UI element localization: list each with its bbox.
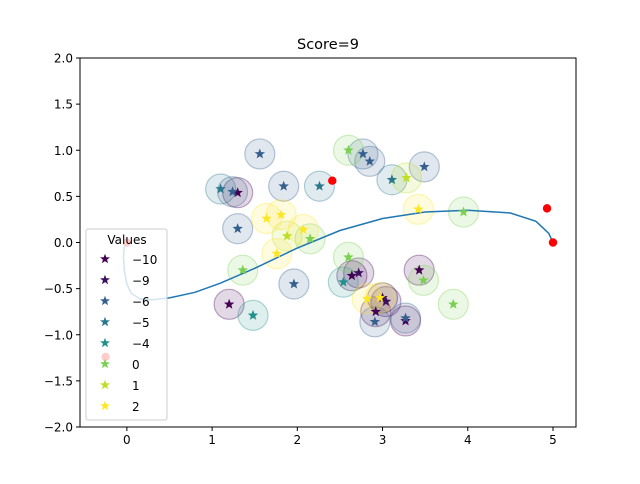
red-marker-point [548,238,558,247]
legend: Values −10 −9 −6 −5 −4 0 1 2 [85,228,168,421]
legend-marker [100,295,110,306]
data-point-star [357,148,369,159]
data-point-star [281,230,293,241]
red-marker-point [328,176,337,185]
data-point-star [237,264,249,275]
data-point-star [370,306,381,317]
data-point-star [386,174,398,185]
y-tick-label: 0.5 [54,190,73,204]
legend-marker [100,337,110,348]
data-point-star [275,209,287,220]
legend-label: −10 [132,253,157,267]
data-point-star [223,298,235,309]
legend-label: 1 [132,379,140,393]
data-point-star [448,298,459,309]
data-point-star [413,264,425,275]
data-point-star [288,278,300,289]
x-tick-label: 0 [123,433,131,447]
y-tick-label: −2.0 [44,421,73,435]
y-tick-label: 1.5 [54,98,73,112]
data-point-star [418,274,429,285]
data-point-star [215,183,226,194]
data-point-star [343,144,354,155]
data-point-star [364,155,375,166]
data-point-star [261,213,272,223]
data-point-star [338,276,349,287]
chart-title: Score=9 [297,37,359,53]
data-point-star [419,161,430,172]
data-point-star [374,292,386,303]
data-point-star [314,180,325,191]
data-point-star [232,223,243,234]
data-point-star [304,233,316,244]
data-point-star [400,312,411,323]
red-marker-point [542,204,552,213]
data-point-star [346,270,358,281]
legend-marker [100,400,110,411]
data-point-star [271,248,283,259]
data-point-star [361,293,373,304]
data-point-star [353,267,364,278]
x-tick-label: 5 [549,433,557,447]
x-tick-label: 4 [464,433,472,447]
data-point-star [254,148,266,159]
legend-label: 2 [132,400,140,414]
y-axis: 2.0 1.5 1.0 0.5 0.0 −0.5 −1.0 −1.5 −2.0 [44,52,80,435]
legend-label: −6 [132,295,150,309]
y-tick-label: 1.0 [54,144,73,158]
y-tick-label: −1.0 [44,328,73,342]
legend-marker [100,274,110,285]
data-point-star [227,186,238,197]
x-axis: 0 1 2 3 4 5 [123,427,557,447]
x-tick-label: 1 [208,433,216,447]
legend-label: −4 [132,337,150,351]
y-tick-label: 2.0 [54,52,73,66]
data-point-star [278,180,289,191]
y-tick-label: −1.5 [44,374,73,388]
y-tick-label: 0.0 [54,236,73,250]
data-point-star [380,296,392,306]
legend-marker [100,358,110,369]
data-point-star [247,309,259,320]
data-point-star [298,224,309,235]
data-point-star [232,187,243,198]
legend-marker [100,379,110,390]
x-tick-label: 2 [293,433,301,447]
legend-entries: −10 −9 −6 −5 −4 0 1 2 [100,253,157,414]
legend-marker [100,316,110,327]
data-point-star [343,251,354,262]
x-tick-label: 3 [379,433,387,447]
legend-label: 0 [132,358,140,372]
legend-marker [100,253,110,264]
legend-label: −5 [132,316,150,330]
y-tick-label: −0.5 [44,282,73,296]
legend-box [85,228,168,421]
data-point-star [413,203,424,214]
data-point-star [458,206,469,217]
legend-label: −9 [132,274,150,288]
legend-title: Values [107,233,146,247]
data-point-star [401,172,412,183]
data-point-star [369,316,381,327]
